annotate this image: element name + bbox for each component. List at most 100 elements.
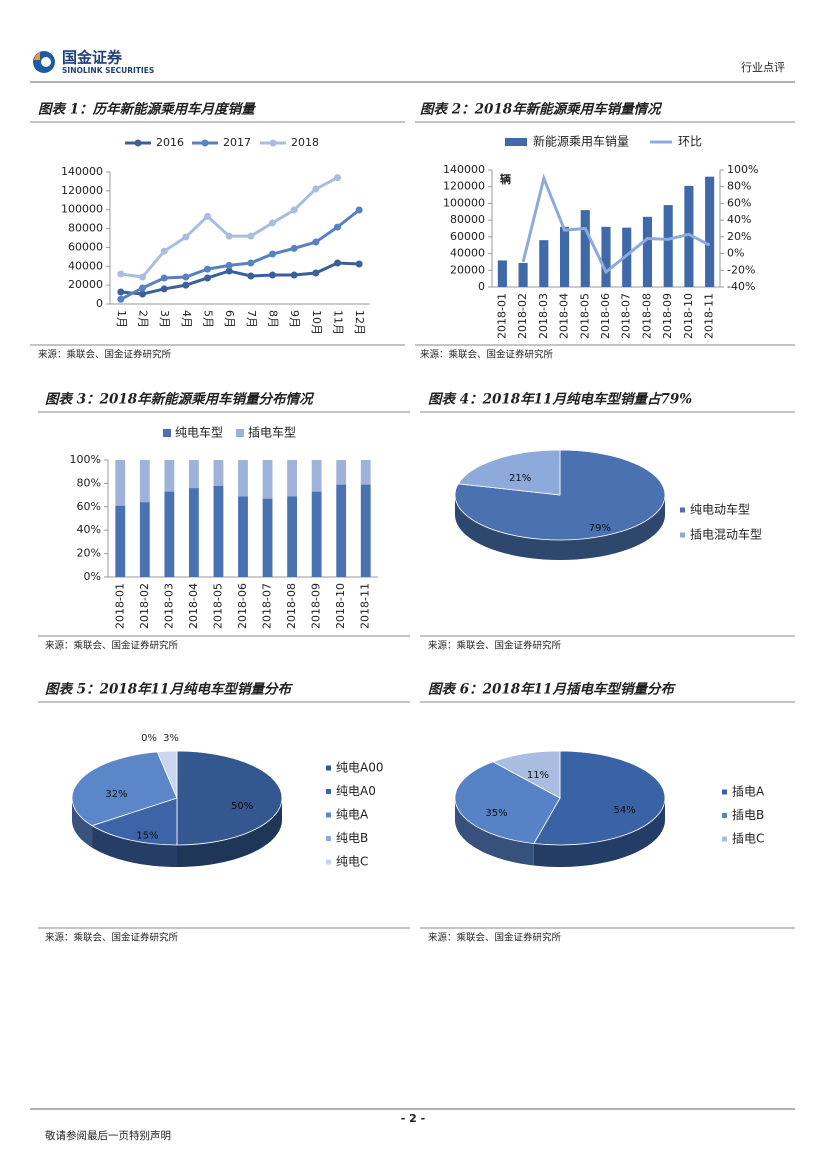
point — [290, 206, 298, 214]
pie-slice — [156, 750, 178, 799]
point — [247, 232, 255, 240]
x-tick-label: 2018-09 — [310, 583, 323, 629]
bar — [539, 240, 549, 287]
y-tick-label: 80000 — [450, 213, 485, 226]
pie-slice — [176, 750, 283, 846]
bar — [663, 205, 673, 287]
point — [290, 244, 298, 252]
y-tick-label: 100% — [70, 453, 101, 466]
legend-label: 插电A — [732, 785, 765, 799]
legend-swatch — [680, 532, 685, 538]
y-axis-label: 辆 — [500, 172, 511, 186]
x-tick-label: 2018-09 — [661, 293, 674, 339]
bar-segment — [360, 460, 371, 485]
bar-segment — [139, 502, 150, 577]
data-label: 79% — [589, 523, 611, 534]
point — [139, 273, 146, 281]
bar-segment — [238, 496, 248, 577]
legend-swatch — [722, 813, 727, 818]
bar-segment — [311, 460, 322, 492]
line-series — [120, 261, 360, 296]
y-tick-label: -40% — [727, 280, 755, 293]
x-tick-label: 8月 — [267, 310, 280, 328]
pie-slice — [457, 449, 561, 496]
bar — [622, 227, 632, 287]
chart-title: 图表 4：2018年11月纯电车型销量占79% — [428, 392, 692, 408]
data-label: 0% — [141, 733, 157, 744]
point — [139, 284, 146, 292]
x-tick-label: 4月 — [180, 310, 193, 328]
legend-swatch — [326, 812, 331, 818]
source-note: 来源：乘联会、国金证券研究所 — [45, 640, 179, 652]
legend-label: 纯电C — [336, 855, 368, 869]
bar-segment — [213, 460, 224, 486]
y-tick-label: 100000 — [443, 196, 485, 209]
point — [204, 212, 211, 220]
bar-segment — [336, 460, 347, 485]
line-series — [120, 208, 361, 301]
x-tick-label: 1月 — [115, 310, 128, 328]
legend-label: 插电混动车型 — [690, 527, 762, 542]
company-cn: 国金证券 — [62, 49, 123, 67]
legend-label: 纯电A0 — [336, 784, 376, 798]
x-tick-label: 2018-03 — [537, 293, 550, 339]
pie-side — [455, 495, 665, 560]
legend-label: 环比 — [678, 135, 702, 149]
y-tick-label: 60% — [727, 196, 751, 209]
bar — [601, 226, 611, 287]
x-tick-label: 2月 — [137, 310, 150, 328]
x-tick-label: 2018-01 — [495, 293, 508, 339]
legend-label: 新能源乘用车销量 — [533, 134, 629, 149]
point — [334, 259, 341, 267]
data-label: 3% — [163, 733, 179, 744]
bar-segment — [139, 460, 150, 503]
legend-label: 纯电B — [336, 831, 368, 845]
pie-slice — [91, 797, 178, 846]
chart-title: 图表 1：历年新能源乘用车月度销量 — [38, 102, 256, 118]
legend-swatch — [201, 139, 209, 147]
x-tick-label: 2018-04 — [187, 583, 200, 629]
y-tick-label: 80000 — [68, 222, 103, 235]
x-tick-label: 12月 — [353, 310, 366, 335]
source-note: 来源：乘联会、国金证券研究所 — [420, 349, 554, 361]
y-tick-label: 40000 — [68, 259, 103, 272]
y-tick-label: 80% — [727, 180, 751, 193]
x-tick-label: 2018-08 — [285, 583, 298, 629]
y-tick-label: 120000 — [61, 184, 103, 197]
point — [225, 267, 233, 275]
y-tick-label: 80% — [77, 476, 101, 489]
chart-title: 图表 6：2018年11月插电车型销量分布 — [428, 682, 676, 698]
legend-swatch — [505, 138, 527, 146]
point — [160, 247, 168, 255]
y-tick-label: 140000 — [443, 163, 485, 176]
y-tick-label: 100000 — [61, 203, 103, 216]
chart-title: 图表 3：2018年新能源乘用车销量分布情况 — [45, 392, 315, 408]
x-tick-label: 2018-06 — [236, 583, 249, 629]
legend-swatch — [722, 789, 727, 795]
y-tick-label: -20% — [727, 263, 755, 276]
data-label: 54% — [613, 805, 635, 816]
point — [355, 260, 363, 268]
x-tick-label: 2018-11 — [359, 583, 372, 629]
pie-side — [177, 798, 282, 867]
source-note: 来源：乘联会、国金证券研究所 — [428, 932, 562, 944]
x-tick-label: 10月 — [310, 310, 323, 335]
y-tick-label: 40% — [727, 213, 751, 226]
pie-slice — [492, 750, 561, 799]
legend-label: 2018 — [291, 136, 319, 149]
y-tick-label: 60000 — [68, 240, 103, 253]
pie-slice — [533, 750, 666, 846]
y-tick-label: 0 — [96, 297, 103, 310]
x-tick-label: 2018-02 — [138, 583, 151, 629]
bar — [559, 226, 570, 287]
data-label: 21% — [509, 473, 531, 484]
point — [182, 233, 190, 241]
x-tick-label: 11月 — [332, 310, 345, 335]
legend-label: 2016 — [156, 136, 184, 149]
source-note: 来源：乘联会、国金证券研究所 — [45, 932, 179, 944]
y-tick-label: 0% — [727, 247, 744, 260]
bar-segment — [189, 488, 199, 577]
y-tick-label: 40000 — [450, 247, 485, 260]
y-tick-label: 0% — [84, 570, 101, 583]
bar-segment — [164, 491, 175, 577]
